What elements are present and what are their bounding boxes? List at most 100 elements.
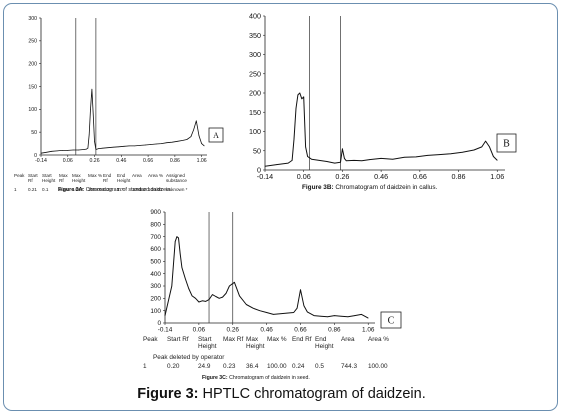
panel-b-data-point [344,158,345,159]
panel-c-data-point [327,316,328,318]
panel-a-y-tick-label: 200 [28,61,37,67]
panel-c-caption-label: Figure 3C: [202,375,228,381]
panel-a-data-point [62,150,63,151]
panel-b-data-point [307,156,308,157]
panel-a-data-point [161,143,162,144]
peak-table-a: Peak Start Rf Start Height Max Rf Max Height… [14,173,229,193]
peak-table-c-cell: 100.00 [368,363,388,370]
panel-a-x-tick-label: 0.86 [170,158,180,164]
panel-c-data-point [179,253,181,255]
panel-b-x-tick-label: 1.06 [490,172,504,181]
panel-a-data-point [139,145,141,146]
peak-table-c-header-cell: Max Rf [223,336,244,343]
panel-b-caption-text: Chromatogram of daidzein in callus. [335,184,438,191]
panel-c-caption-text: Chromatogram of daidzein in seed. [229,375,310,381]
panel-c-data-point [296,307,298,309]
peak-table-a-cell: unknown * [166,187,188,192]
panel-a-data-point [150,144,152,145]
panel-b-data-point [404,156,405,158]
peak-table-c-cell: 0.23 [223,363,236,370]
panel-a-data-point [145,144,146,146]
panel-c-data-point [347,316,349,318]
peak-table-c-cell: 100.00 [267,363,287,370]
panel-b-y-tick-label: 150 [249,108,261,117]
panel-a-data-point [102,147,103,149]
panel-c-data-point [252,307,254,309]
panel-a-data-point [186,139,188,140]
figure-caption-text: HPTLC chromatogram of daidzein. [202,386,426,402]
panel-a-data-point [123,146,125,147]
panel-b-data-point [264,165,266,167]
peak-table-a-row: 1 0.21 0.1 0.24 143.7 100.00 0.27 1.7 1088.0 100.… [14,187,229,193]
panel-a-data-point [40,152,42,154]
panel-a-y-tick-label: 0 [34,153,37,159]
panel-a-data-point [56,150,58,152]
panel-c-y-tick-label: 400 [150,271,161,278]
panel-b-y-tick-label: 400 [249,12,261,21]
panel-b-data-point [496,160,498,161]
panel-b-caption-label: Figure 3B: [302,184,334,191]
peak-table-a-header-cell: Start Rf [28,173,38,183]
panel-c-data-point [208,299,210,300]
panel-a-data-point [177,141,178,142]
panel-c-data-point [229,285,230,287]
panel-c-data-point [354,315,355,316]
panel-a-data-point [86,148,87,150]
peak-table-c-header-cell: Start Height [198,336,217,350]
panel-c-data-point [205,301,206,302]
panel-c-data-point [239,295,240,297]
peak-table-a-header: Peak Start Rf Start Height Max Rf Max Height… [14,173,229,187]
peak-table-a-cell: 1088.0 [132,187,147,192]
panel-a-data-point [166,142,168,143]
panel-b-caption: Figure 3B: Chromatogram of daidzein in c… [302,184,437,191]
panel-a-y-tick-label: 250 [28,39,37,45]
peak-table-c-header-cell: Max Height [246,336,265,350]
panel-b-data-point [299,92,301,94]
panel-c-data-point [215,296,217,297]
peak-table-a-header-cell: Area [132,173,142,178]
peak-table-c-row: 1 0.20 24.9 0.23 36.4 100.00 0.24 0.5 744.3 100.0… [143,363,393,372]
panel-b-data-point [297,94,299,96]
panel-c-data-point [234,282,235,283]
panel-a-caption-text: Chromatogram of standard daidzein. [85,187,172,193]
panel-a-data-point [112,146,114,148]
panel-b-data-point [427,155,428,156]
panel-b-data-point [369,159,370,160]
peak-table-c-cell: 744.3 [341,363,357,370]
panel-b-data-point [473,149,475,151]
panel-b-y-tick-label: 200 [249,89,261,98]
peak-table-a-header-cell: Area % [148,173,164,178]
panel-b-data-point [485,140,486,142]
panel-c-data-point [286,312,288,314]
panel-c-x-tick-label: 1.06 [362,326,375,333]
peak-table-c-header-cell: Area [341,336,355,343]
panel-b-data-point [438,154,440,155]
peak-table-c-cell: 1 [143,363,147,370]
panel-b-data-point [326,161,328,162]
panel-b-data-point [345,160,347,162]
peak-table-a-cell: 0.27 [103,187,112,192]
peak-table-a-header-cell: Peak [14,173,25,178]
panel-a-badge-letter: A [213,131,219,140]
peak-table-a-cell: 143.7 [72,187,84,192]
peak-table-a-header-cell: Assigned substance [166,173,187,183]
peak-table-c-header-cell: Max % [267,336,287,343]
panel-a-badge-box [208,127,224,143]
peak-table-c-header-cell: End Height [315,336,334,350]
panel-c-data-point [195,298,196,299]
panel-b-x-tick-label: 0.26 [335,172,349,181]
panel-c-data-point [303,305,305,307]
panel-a-data-point [134,145,136,147]
peak-table-c-cell: 0.20 [167,363,180,370]
panel-a-data-point [155,143,157,145]
panel-c-data-point [320,315,322,317]
panel-c-data-point [367,317,369,319]
figure-frame [3,3,558,411]
panel-c-data-point [300,289,301,291]
panel-b-data-point [293,138,295,140]
panel-b-data-point [305,146,306,148]
panel-c-data-point [218,298,220,299]
panel-b-data-point [340,162,341,163]
